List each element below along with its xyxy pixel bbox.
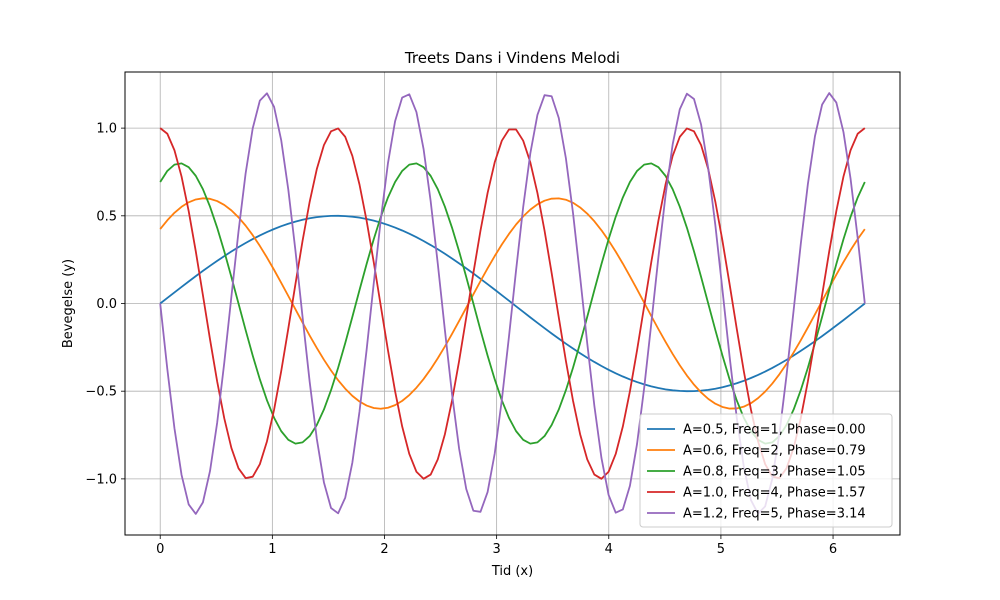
legend-box <box>639 413 893 528</box>
x-tick-label: 4 <box>605 542 613 557</box>
y-tick-label: 0.5 <box>96 209 117 224</box>
axis-ticks: 0 1 2 3 4 5 6 −1.0 −0.5 0.0 0.5 1.0 <box>85 122 837 557</box>
series-line-4 <box>159 127 866 480</box>
y-tick-label: 1.0 <box>96 122 117 137</box>
legend-entry: A=1.0, Freq=4, Phase=1.57 <box>683 486 866 501</box>
y-tick-label: −0.5 <box>85 385 117 400</box>
x-tick-label: 3 <box>492 542 500 557</box>
x-tick-label: 2 <box>380 542 388 557</box>
y-axis-label: Bevegelse (y) <box>61 259 76 348</box>
x-axis-label: Tid (x) <box>491 564 533 579</box>
y-tick-label: 0.0 <box>96 297 117 312</box>
legend-entry: A=0.6, Freq=2, Phase=0.79 <box>683 444 866 459</box>
series-line-2 <box>159 197 866 410</box>
legend-entry: A=1.2, Freq=5, Phase=3.14 <box>683 507 866 522</box>
x-tick-label: 6 <box>829 542 837 557</box>
legend: A=0.5, Freq=1, Phase=0.00 A=0.6, Freq=2, … <box>639 413 893 528</box>
x-tick-label: 1 <box>268 542 276 557</box>
x-tick-label: 5 <box>717 542 725 557</box>
legend-entry: A=0.8, Freq=3, Phase=1.05 <box>683 465 866 480</box>
chart-title: Treets Dans i Vindens Melodi <box>404 49 620 67</box>
legend-entry: A=0.5, Freq=1, Phase=0.00 <box>683 423 866 438</box>
x-tick-label: 0 <box>156 542 164 557</box>
y-tick-label: −1.0 <box>85 472 117 487</box>
